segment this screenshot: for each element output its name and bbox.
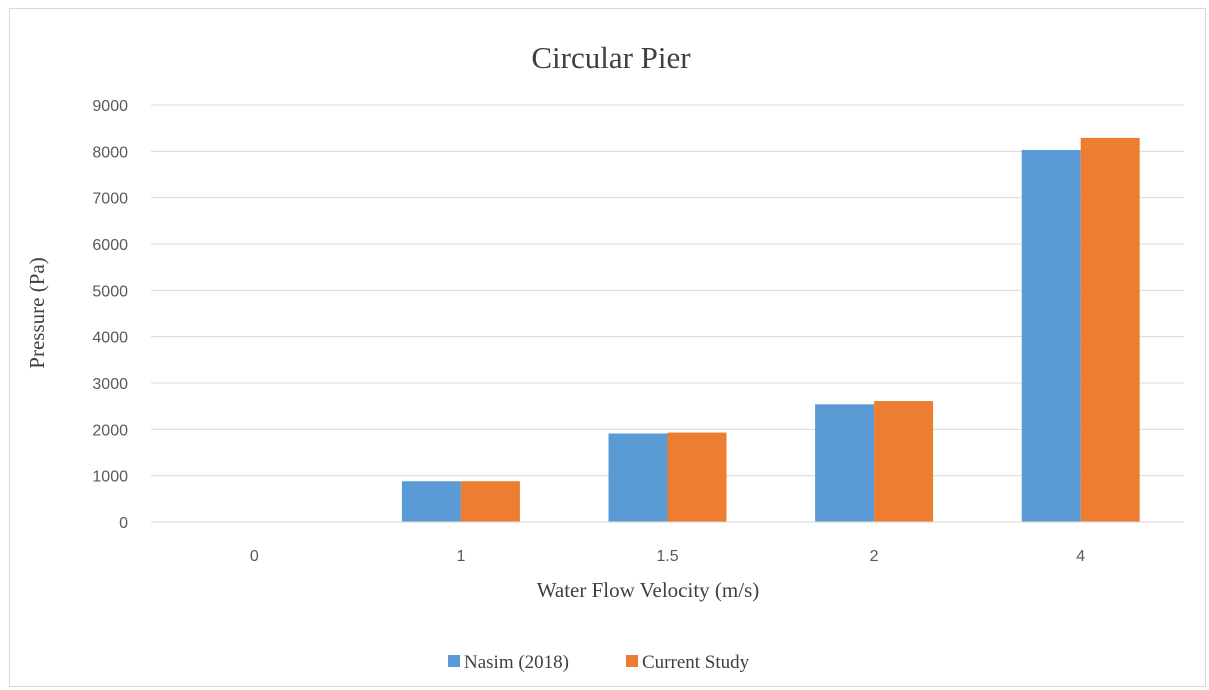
legend-swatch xyxy=(626,655,638,667)
bar-nasim-2018-1.5 xyxy=(608,433,668,522)
y-tick-label: 2000 xyxy=(92,422,128,439)
bar-nasim-2018-4 xyxy=(1021,149,1081,522)
y-tick-label: 1000 xyxy=(92,469,128,486)
chart-frame xyxy=(9,8,1206,687)
legend-label: Nasim (2018) xyxy=(464,652,569,673)
bars xyxy=(401,137,1140,522)
y-tick-label: 6000 xyxy=(92,237,128,254)
legend: Nasim (2018) Current Study xyxy=(448,652,750,673)
y-tick-label: 9000 xyxy=(92,98,128,115)
legend-label: Current Study xyxy=(642,652,750,673)
y-axis-ticks: 0 1000 2000 3000 4000 5000 6000 7000 8000 9000 xyxy=(92,98,128,532)
y-tick-label: 8000 xyxy=(92,144,128,161)
x-tick-label: 1 xyxy=(456,548,465,565)
x-axis-title: Water Flow Velocity (m/s) xyxy=(537,578,759,602)
chart-title: Circular Pier xyxy=(531,40,691,75)
bar-current-study-4 xyxy=(1080,137,1140,522)
y-tick-label: 7000 xyxy=(92,191,128,208)
legend-swatch xyxy=(448,655,460,667)
y-tick-label: 5000 xyxy=(92,283,128,300)
y-tick-label: 3000 xyxy=(92,376,128,393)
bar-nasim-2018-1 xyxy=(401,481,461,522)
x-tick-label: 1.5 xyxy=(656,548,678,565)
x-tick-label: 4 xyxy=(1076,548,1085,565)
bar-current-study-1 xyxy=(460,481,520,522)
bar-current-study-1.5 xyxy=(667,432,727,522)
y-tick-label: 4000 xyxy=(92,330,128,347)
x-axis-ticks: 0 1 1.5 2 4 xyxy=(250,548,1085,565)
y-axis-title: Pressure (Pa) xyxy=(25,257,49,368)
bar-current-study-2 xyxy=(874,401,934,522)
x-tick-label: 0 xyxy=(250,548,259,565)
y-tick-label: 0 xyxy=(119,515,128,532)
gridlines xyxy=(151,104,1184,477)
x-tick-label: 2 xyxy=(870,548,879,565)
bar-nasim-2018-2 xyxy=(815,404,875,522)
